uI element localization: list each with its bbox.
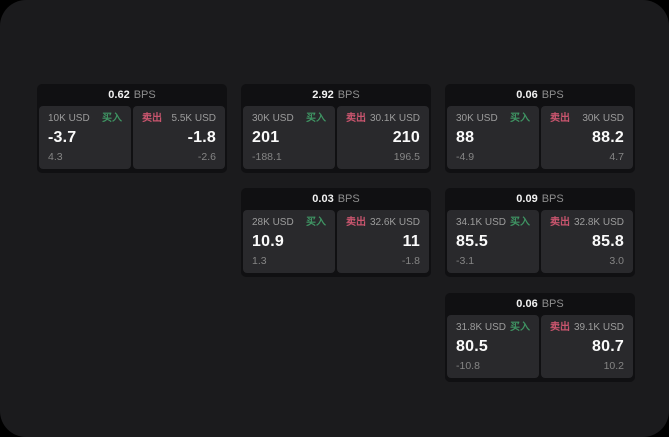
bps-header: 2.92 BPS — [241, 84, 431, 106]
sell-price: 11 — [402, 233, 420, 250]
sell-side-label: 卖出 — [550, 322, 570, 333]
bps-unit: BPS — [133, 89, 156, 101]
sell-panel[interactable]: 卖出 32.6K USD 11 -1.8 — [337, 210, 429, 273]
quote-card-4: 0.03 BPS 28K USD 买入 10.9 1.3 卖出 32.6K US… — [241, 188, 431, 277]
buy-change: 4.3 — [48, 151, 63, 163]
sell-amount: 32.6K USD — [369, 217, 420, 228]
buy-side-label: 买入 — [306, 217, 326, 228]
quote-card-6: 0.06 BPS 31.8K USD 买入 80.5 -10.8 卖出 39.1… — [445, 293, 635, 382]
buy-change: -188.1 — [252, 151, 282, 163]
sell-amount: 32.8K USD — [573, 217, 624, 228]
buy-change: -10.8 — [456, 360, 480, 372]
bps-header: 0.06 BPS — [445, 84, 635, 106]
buy-side-label: 买入 — [102, 113, 122, 124]
buy-panel[interactable]: 28K USD 买入 10.9 1.3 — [243, 210, 335, 273]
buy-amount: 30K USD — [252, 113, 294, 124]
buy-side-label: 买入 — [510, 322, 530, 333]
bps-unit: BPS — [541, 193, 564, 205]
sell-price: 80.7 — [592, 338, 624, 355]
bps-value: 0.09 — [516, 193, 538, 205]
buy-amount: 34.1K USD — [456, 217, 507, 228]
buy-amount: 28K USD — [252, 217, 294, 228]
sell-amount: 30.1K USD — [369, 113, 420, 124]
buy-change: 1.3 — [252, 255, 267, 267]
quote-card-3: 0.06 BPS 30K USD 买入 88 -4.9 卖出 30K USD 8… — [445, 84, 635, 173]
sell-side-label: 卖出 — [346, 113, 366, 124]
sell-panel[interactable]: 卖出 39.1K USD 80.7 10.2 — [541, 315, 633, 378]
bps-header: 0.03 BPS — [241, 188, 431, 210]
quote-card-5: 0.09 BPS 34.1K USD 买入 85.5 -3.1 卖出 32.8K… — [445, 188, 635, 277]
sell-change: -2.6 — [197, 151, 216, 163]
sell-change: 3.0 — [609, 255, 624, 267]
quote-card-2: 2.92 BPS 30K USD 买入 201 -188.1 卖出 30.1K … — [241, 84, 431, 173]
buy-panel[interactable]: 10K USD 买入 -3.7 4.3 — [39, 106, 131, 169]
buy-change: -3.1 — [456, 255, 475, 267]
buy-amount: 30K USD — [456, 113, 498, 124]
buy-side-label: 买入 — [306, 113, 326, 124]
sell-amount: 5.5K USD — [171, 113, 216, 124]
quote-card-1: 0.62 BPS 10K USD 买入 -3.7 4.3 卖出 5.5K USD… — [37, 84, 227, 173]
buy-panel[interactable]: 34.1K USD 买入 85.5 -3.1 — [447, 210, 539, 273]
sell-change: 196.5 — [393, 151, 420, 163]
sell-change: 10.2 — [603, 360, 624, 372]
buy-price: 201 — [252, 129, 280, 146]
buy-price: 88 — [456, 129, 475, 146]
buy-amount: 31.8K USD — [456, 322, 507, 333]
bps-header: 0.06 BPS — [445, 293, 635, 315]
sell-change: 4.7 — [609, 151, 624, 163]
sell-side-label: 卖出 — [142, 113, 162, 124]
sell-side-label: 卖出 — [550, 217, 570, 228]
bps-header: 0.62 BPS — [37, 84, 227, 106]
sell-price: -1.8 — [187, 129, 216, 146]
bps-unit: BPS — [337, 193, 360, 205]
buy-panel[interactable]: 30K USD 买入 201 -188.1 — [243, 106, 335, 169]
sell-side-label: 卖出 — [550, 113, 570, 124]
bps-unit: BPS — [541, 298, 564, 310]
bps-value: 0.03 — [312, 193, 334, 205]
sell-change: -1.8 — [401, 255, 420, 267]
buy-side-label: 买入 — [510, 217, 530, 228]
sell-price: 210 — [392, 129, 420, 146]
bps-unit: BPS — [541, 89, 564, 101]
sell-panel[interactable]: 卖出 5.5K USD -1.8 -2.6 — [133, 106, 225, 169]
sell-side-label: 卖出 — [346, 217, 366, 228]
buy-panel[interactable]: 30K USD 买入 88 -4.9 — [447, 106, 539, 169]
buy-price: 85.5 — [456, 233, 488, 250]
buy-price: 80.5 — [456, 338, 488, 355]
buy-change: -4.9 — [456, 151, 475, 163]
sell-price: 85.8 — [592, 233, 624, 250]
bps-unit: BPS — [337, 89, 360, 101]
buy-side-label: 买入 — [510, 113, 530, 124]
bps-value: 0.06 — [516, 89, 538, 101]
bps-value: 2.92 — [312, 89, 334, 101]
sell-panel[interactable]: 卖出 30K USD 88.2 4.7 — [541, 106, 633, 169]
bps-value: 0.62 — [108, 89, 130, 101]
buy-panel[interactable]: 31.8K USD 买入 80.5 -10.8 — [447, 315, 539, 378]
bps-header: 0.09 BPS — [445, 188, 635, 210]
buy-amount: 10K USD — [48, 113, 90, 124]
sell-amount: 39.1K USD — [573, 322, 624, 333]
sell-amount: 30K USD — [582, 113, 624, 124]
sell-panel[interactable]: 卖出 30.1K USD 210 196.5 — [337, 106, 429, 169]
buy-price: -3.7 — [48, 129, 77, 146]
sell-price: 88.2 — [592, 129, 624, 146]
sell-panel[interactable]: 卖出 32.8K USD 85.8 3.0 — [541, 210, 633, 273]
buy-price: 10.9 — [252, 233, 284, 250]
bps-value: 0.06 — [516, 298, 538, 310]
